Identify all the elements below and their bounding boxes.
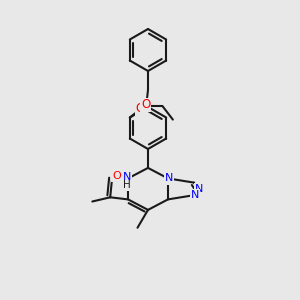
Text: O: O — [141, 98, 150, 111]
Text: N: N — [191, 190, 199, 200]
Text: N: N — [195, 184, 203, 194]
Text: O: O — [112, 171, 121, 181]
Text: H: H — [123, 180, 131, 190]
Text: N: N — [123, 172, 131, 182]
Text: N: N — [165, 173, 173, 183]
Text: O: O — [135, 102, 145, 115]
